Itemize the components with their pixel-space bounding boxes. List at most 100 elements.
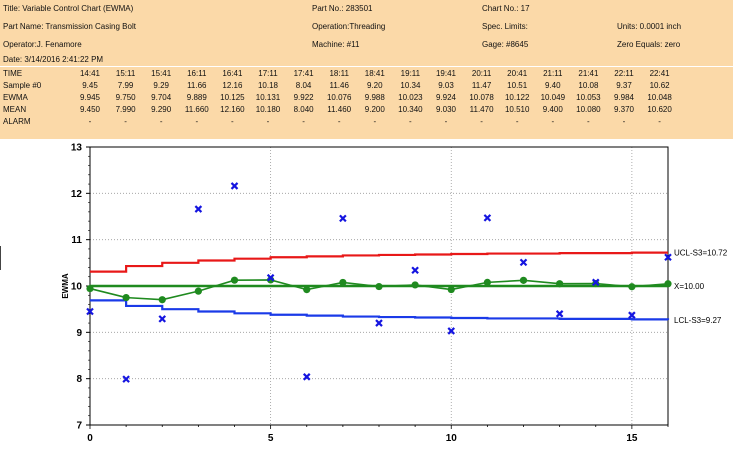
table-cell: 19:11 xyxy=(400,69,421,78)
table-cell: 10.08 xyxy=(578,81,599,90)
table-cell: 9.400 xyxy=(542,105,563,114)
y-tick-label: 13 xyxy=(71,143,83,154)
table-cell: 9.988 xyxy=(364,93,385,102)
sample-point xyxy=(519,258,528,267)
table-cell: - xyxy=(124,117,127,126)
table-cell: 10.053 xyxy=(576,93,601,102)
x-tick-label: 0 xyxy=(87,433,93,444)
sample-point-stroke xyxy=(628,311,636,319)
table-cell: 9.889 xyxy=(186,93,207,102)
y-tick-label: 12 xyxy=(71,189,83,200)
ewma-chart: 7 8 9 10 11 12 13 0 5 10 15 EWMA UCL-S3=10.72 X=10.00… xyxy=(61,143,728,445)
table-cell: 10.023 xyxy=(398,93,423,102)
chart-number: Chart No.: 17 xyxy=(482,4,530,13)
table-cell: 16:11 xyxy=(187,69,207,78)
sample-point xyxy=(591,278,600,287)
y-tick-label: 9 xyxy=(76,328,82,339)
table-cell: 9.704 xyxy=(151,93,172,102)
window-edge-marker xyxy=(0,246,1,270)
table-cell: - xyxy=(231,117,234,126)
table-cell: - xyxy=(480,117,483,126)
table-cell: 9.20 xyxy=(367,81,383,90)
ewma-point xyxy=(447,285,455,294)
table-cell: 10.048 xyxy=(647,93,672,102)
sample-point xyxy=(339,214,347,223)
y-axis-label: EWMA xyxy=(61,273,70,299)
sample-point xyxy=(158,315,167,323)
sample-point-stroke xyxy=(375,319,383,327)
table-cell: 7.990 xyxy=(115,105,136,114)
sample-point-stroke xyxy=(302,373,311,381)
table-cell: 19:41 xyxy=(435,69,457,78)
table-cell: - xyxy=(337,117,341,126)
table-cell: 9.200 xyxy=(364,105,385,114)
sample-point-stroke xyxy=(230,182,239,190)
table-cell: - xyxy=(302,117,305,126)
table-cell: 10.51 xyxy=(507,81,528,90)
header-row-2: Part Name: Transmission Casing Bolt Oper… xyxy=(0,18,733,36)
ewma-row: EWMA 9.945 9.750 9.704 9.889 10.125 10.131 9.92… xyxy=(0,92,733,104)
ewma-point xyxy=(122,293,130,302)
table-cell: - xyxy=(444,117,448,126)
operation: Operation:Threading xyxy=(312,22,386,31)
table-cell: 9.922 xyxy=(293,93,314,102)
table-cell: 11.66 xyxy=(187,81,207,90)
sample-point-stroke xyxy=(158,315,167,323)
table-cell: 9.924 xyxy=(435,93,457,102)
table-cell: 10.180 xyxy=(255,105,281,114)
table-cell: - xyxy=(373,117,377,126)
gage: Gage: #8645 xyxy=(482,40,529,49)
table-cell: 10.18 xyxy=(257,81,279,90)
table-cell: 20:41 xyxy=(507,69,528,78)
table-cell: - xyxy=(159,117,163,126)
sample-point xyxy=(483,214,492,222)
time-row: TIME 14:41 15:11 15:41 16:11 16:41 17:11 17:41 1… xyxy=(0,68,733,80)
table-cell: - xyxy=(587,117,590,126)
ucl-label: UCL-S3=10.72 xyxy=(674,249,728,258)
sample-point-stroke xyxy=(122,375,130,383)
sample-point-stroke xyxy=(339,214,347,223)
ewma-point xyxy=(158,296,166,304)
row-label: ALARM xyxy=(3,117,31,126)
date-stamp: Date: 3/14/2016 2:41:22 PM xyxy=(3,55,104,64)
sample-point xyxy=(664,253,672,262)
ewma-point xyxy=(411,281,419,289)
table-cell: 9.29 xyxy=(153,81,169,90)
sample-point xyxy=(194,205,203,213)
table-cell: 21:41 xyxy=(578,69,599,78)
table-cell: - xyxy=(195,117,199,126)
spec-limits: Spec. Limits: xyxy=(482,22,528,31)
table-cell: - xyxy=(266,117,270,126)
table-cell: 18:11 xyxy=(329,69,349,78)
ewma-point xyxy=(556,280,564,288)
table-cell: 10.080 xyxy=(576,105,601,114)
table-cell: 12.160 xyxy=(220,105,245,114)
ucl-line xyxy=(90,251,668,273)
units: Units: 0.0001 inch xyxy=(617,22,682,31)
table-cell: 16:41 xyxy=(222,69,243,78)
operator: Operator:J. Fenamore xyxy=(3,40,82,49)
alarm-row: ALARM - - - - - - - - - - - - - - - - - xyxy=(0,116,733,128)
table-cell: 10.131 xyxy=(255,93,281,102)
table-cell: - xyxy=(551,117,555,126)
y-tick-label: 11 xyxy=(71,235,82,246)
table-cell: 22:41 xyxy=(649,69,670,78)
y-tick-label: 7 xyxy=(76,421,82,432)
sample-point-stroke xyxy=(86,307,94,316)
sample-row: Sample #0 9.45 7.99 9.29 11.66 12.16 10.18 8.04… xyxy=(0,80,733,92)
ewma-point xyxy=(339,278,347,287)
header-row-4: Date: 3/14/2016 2:41:22 PM xyxy=(0,54,733,66)
table-cell: 9.03 xyxy=(438,81,454,90)
y-tick-label: 8 xyxy=(76,374,82,385)
sample-point-stroke xyxy=(591,278,600,287)
table-cell: 9.370 xyxy=(613,105,635,114)
table-cell: 15:11 xyxy=(115,69,136,78)
ewma-point xyxy=(375,282,383,291)
ewma-point xyxy=(86,284,94,293)
x-tick-label: 15 xyxy=(626,433,638,444)
header-row-3: Operator:J. Fenamore Machine: #11 Gage: … xyxy=(0,36,733,54)
table-cell: 11.660 xyxy=(184,105,209,114)
table-cell: 18:41 xyxy=(364,69,385,78)
row-label: MEAN xyxy=(3,105,27,114)
ewma-point xyxy=(483,278,491,286)
